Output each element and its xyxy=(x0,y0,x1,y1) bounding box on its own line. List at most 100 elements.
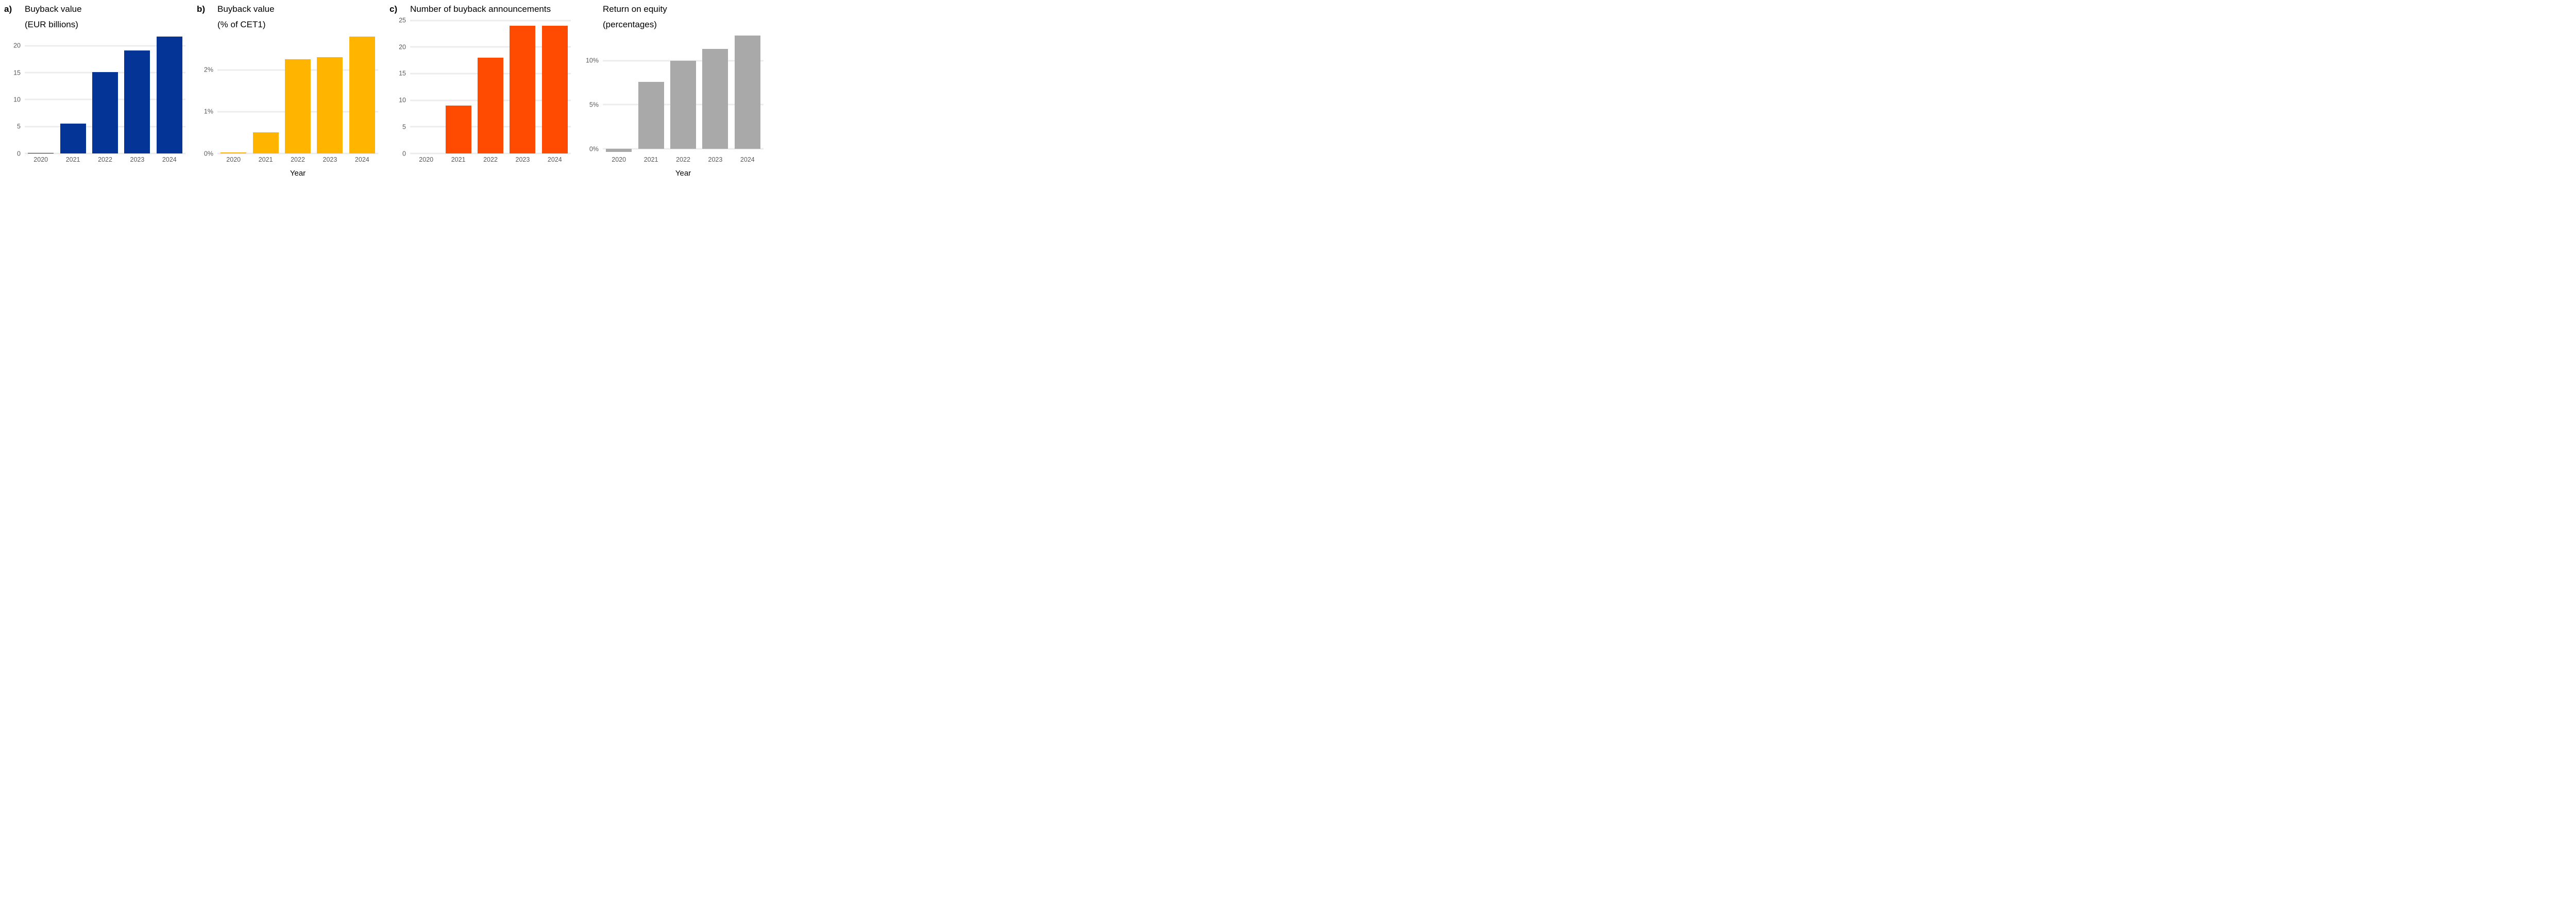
gridline xyxy=(410,46,571,48)
panel-letter: a) xyxy=(4,4,12,14)
y-axis-labels: 0% 1% 2% xyxy=(197,35,217,156)
x-tick-label: 2024 xyxy=(354,156,369,163)
plot-area xyxy=(410,19,571,154)
x-tick-label: 2024 xyxy=(740,156,755,163)
bar-2023 xyxy=(510,25,536,153)
x-tick-label: 2020 xyxy=(612,156,626,163)
x-tick-label: 2021 xyxy=(65,156,80,163)
chart-panel-b: b) Buyback value (% of CET1) 0% 1% 2% 2020 2021… xyxy=(194,2,386,182)
panel-titles: Return on equity (percentages) xyxy=(603,4,770,30)
x-tick-label: 2022 xyxy=(98,156,112,163)
bar-2022 xyxy=(285,59,311,153)
plot-area xyxy=(25,35,185,154)
x-tick-label: 2023 xyxy=(323,156,337,163)
x-axis-title xyxy=(25,168,185,182)
gridline xyxy=(25,45,185,47)
x-axis-labels: 2020 2021 2022 2023 2024 xyxy=(410,153,571,168)
bar-2020 xyxy=(606,149,632,152)
chart-panel-d: Return on equity (percentages) 0% 5% 10% 2020… xyxy=(579,2,772,182)
bar-2022 xyxy=(670,60,696,149)
y-tick-label: 2% xyxy=(204,66,213,74)
plot-row: 0 5 10 15 20 25 xyxy=(389,16,577,157)
y-axis-labels: 0 5 10 15 20 25 xyxy=(389,16,410,157)
x-tick-label: 2022 xyxy=(291,156,305,163)
y-tick-label: 10% xyxy=(585,57,599,64)
x-tick-label: 2023 xyxy=(130,156,145,163)
bar-2020 xyxy=(221,152,247,153)
y-tick-label: 15 xyxy=(13,68,21,76)
y-tick-label: 5 xyxy=(402,123,406,131)
chart-subtitle: (% of CET1) xyxy=(217,20,266,30)
x-tick-label: 2021 xyxy=(643,156,658,163)
y-tick-label: 0 xyxy=(17,149,21,157)
panel-letter: b) xyxy=(197,4,206,14)
x-tick-label: 2020 xyxy=(33,156,48,163)
bar-2021 xyxy=(445,105,471,153)
bar-2021 xyxy=(252,132,279,153)
y-tick-label: 0% xyxy=(204,149,213,157)
bar-2024 xyxy=(734,36,760,149)
bar-2023 xyxy=(124,50,150,153)
bar-2021 xyxy=(60,124,86,153)
x-axis-labels: 2020 2021 2022 2023 2024 xyxy=(217,153,378,168)
chart-title: Buyback value xyxy=(217,4,275,14)
y-axis-labels: 0 5 10 15 20 xyxy=(4,35,25,157)
x-tick-label: 2022 xyxy=(676,156,690,163)
bar-2021 xyxy=(638,81,664,149)
y-tick-label: 20 xyxy=(13,42,21,49)
y-tick-label: 0 xyxy=(402,149,406,157)
chart-title: Return on equity xyxy=(603,4,667,14)
chart-title: Number of buyback announcements xyxy=(410,4,551,14)
panel-header: c) Number of buyback announcements xyxy=(389,4,577,14)
y-tick-label: 20 xyxy=(399,43,406,50)
gridline xyxy=(25,152,185,154)
bar-2023 xyxy=(702,49,728,149)
bar-2024 xyxy=(156,36,182,153)
y-tick-label: 5 xyxy=(17,123,21,130)
panel-titles: Buyback value (EUR billions) xyxy=(25,4,192,30)
x-axis-title: Year xyxy=(290,169,306,178)
x-tick-label: 2024 xyxy=(162,156,177,163)
plot-row: 0 5 10 15 20 xyxy=(4,35,192,157)
x-tick-label: 2021 xyxy=(451,156,466,163)
gridline xyxy=(603,148,764,150)
bar-2022 xyxy=(92,72,118,153)
chart-subtitle: (EUR billions) xyxy=(25,20,78,30)
gridline xyxy=(217,152,378,154)
x-tick-label: 2024 xyxy=(547,156,562,163)
bar-2024 xyxy=(349,36,375,153)
x-tick-label: 2023 xyxy=(515,156,530,163)
y-tick-label: 1% xyxy=(204,108,213,115)
y-tick-label: 10 xyxy=(399,96,406,104)
y-tick-label: 15 xyxy=(399,70,406,77)
chart-panel-c: c) Number of buyback announcements 0 5 10 15 2… xyxy=(386,2,579,182)
x-axis-labels: 2020 2021 2022 2023 2024 xyxy=(25,153,185,168)
gridline xyxy=(410,152,571,154)
bar-2023 xyxy=(317,57,343,153)
plot-area xyxy=(217,35,378,154)
panel-titles: Buyback value (% of CET1) xyxy=(217,4,384,30)
panel-header: Return on equity (percentages) xyxy=(582,4,770,30)
plot-area xyxy=(603,35,764,153)
y-tick-label: 25 xyxy=(399,16,406,24)
y-tick-label: 0% xyxy=(589,145,599,153)
x-axis-title xyxy=(410,168,571,182)
plot-row: 0% 1% 2% xyxy=(197,35,384,157)
panel-letter: c) xyxy=(389,4,398,14)
chart-panel-a: a) Buyback value (EUR billions) 0 5 10 15 20 202… xyxy=(1,2,194,182)
gridline xyxy=(410,20,571,21)
bar-2022 xyxy=(478,57,503,153)
y-tick-label: 10 xyxy=(13,96,21,104)
y-axis-labels: 0% 5% 10% xyxy=(582,35,603,153)
x-tick-label: 2022 xyxy=(483,156,498,163)
figure: a) Buyback value (EUR billions) 0 5 10 15 20 202… xyxy=(0,0,773,182)
x-tick-label: 2020 xyxy=(419,156,434,163)
x-tick-label: 2021 xyxy=(258,156,273,163)
bar-2024 xyxy=(541,25,568,153)
bar-2020 xyxy=(28,152,54,153)
plot-row: 0% 5% 10% xyxy=(582,35,770,153)
x-axis-labels: 2020 2021 2022 2023 2024 xyxy=(603,153,764,168)
chart-title: Buyback value xyxy=(25,4,82,14)
x-axis-title: Year xyxy=(675,169,691,178)
panel-header: a) Buyback value (EUR billions) xyxy=(4,4,192,30)
